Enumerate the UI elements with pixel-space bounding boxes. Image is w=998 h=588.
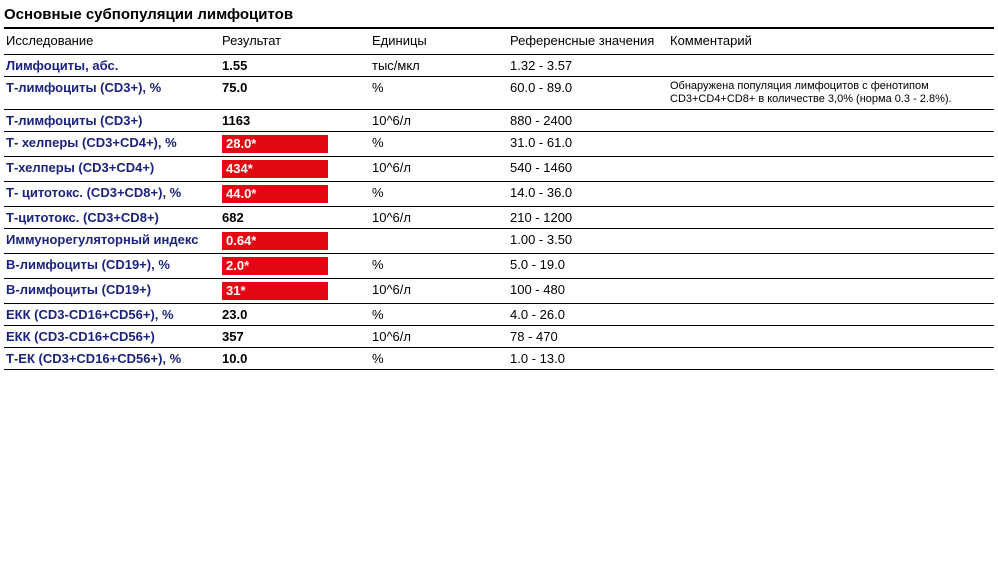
- table-row: Т- хелперы (CD3+CD4+), %28.0*%31.0 - 61.…: [4, 132, 994, 157]
- table-row: В-лимфоциты (CD19+), %2.0*%5.0 - 19.0: [4, 254, 994, 279]
- cell-units: %: [370, 304, 508, 326]
- cell-reference: 1.00 - 3.50: [508, 229, 668, 254]
- table-row: ЕКК (CD3-CD16+CD56+)35710^6/л78 - 470: [4, 326, 994, 348]
- cell-comment: [668, 279, 994, 304]
- cell-units: %: [370, 132, 508, 157]
- cell-test: Т- хелперы (CD3+CD4+), %: [4, 132, 220, 157]
- cell-comment: [668, 304, 994, 326]
- table-row: Т-хелперы (CD3+CD4+)434* 10^6/л540 - 1460: [4, 157, 994, 182]
- cell-result: 31*: [220, 279, 370, 304]
- cell-units: 10^6/л: [370, 279, 508, 304]
- cell-test: Т-хелперы (CD3+CD4+): [4, 157, 220, 182]
- cell-test: Т-лимфоциты (CD3+), %: [4, 77, 220, 110]
- cell-comment: [668, 326, 994, 348]
- table-row: Т-лимфоциты (CD3+)116310^6/л880 - 2400: [4, 110, 994, 132]
- cell-units: %: [370, 254, 508, 279]
- section-title: Основные субпопуляции лимфоцитов: [4, 4, 994, 27]
- cell-reference: 1.0 - 13.0: [508, 348, 668, 370]
- cell-result: 682: [220, 207, 370, 229]
- cell-test: ЕКК (CD3-CD16+CD56+): [4, 326, 220, 348]
- cell-comment: Обнаружена популяция лимфоцитов с феноти…: [668, 77, 994, 110]
- cell-test: В-лимфоциты (CD19+), %: [4, 254, 220, 279]
- cell-test: Т-лимфоциты (CD3+): [4, 110, 220, 132]
- cell-reference: 1.32 - 3.57: [508, 55, 668, 77]
- cell-result: 1.55: [220, 55, 370, 77]
- abnormal-flag: 44.0*: [222, 185, 328, 203]
- cell-reference: 880 - 2400: [508, 110, 668, 132]
- cell-reference: 31.0 - 61.0: [508, 132, 668, 157]
- cell-comment: [668, 55, 994, 77]
- cell-units: %: [370, 348, 508, 370]
- table-row: Т-цитотокс. (CD3+CD8+)68210^6/л210 - 120…: [4, 207, 994, 229]
- abnormal-flag: 31*: [222, 282, 328, 300]
- table-row: ЕКК (CD3-CD16+CD56+), %23.0%4.0 - 26.0: [4, 304, 994, 326]
- cell-test: Т- цитотокс. (CD3+CD8+), %: [4, 182, 220, 207]
- cell-test: Т-цитотокс. (CD3+CD8+): [4, 207, 220, 229]
- cell-test: Т-ЕК (CD3+CD16+CD56+), %: [4, 348, 220, 370]
- cell-units: %: [370, 77, 508, 110]
- table-row: Т-ЕК (CD3+CD16+CD56+), %10.0%1.0 - 13.0: [4, 348, 994, 370]
- cell-units: 10^6/л: [370, 207, 508, 229]
- col-comment: Комментарий: [668, 28, 994, 55]
- cell-units: 10^6/л: [370, 326, 508, 348]
- results-table: Исследование Результат Единицы Референсн…: [4, 27, 994, 370]
- cell-result: 28.0*: [220, 132, 370, 157]
- cell-units: 10^6/л: [370, 157, 508, 182]
- cell-test: ЕКК (CD3-CD16+CD56+), %: [4, 304, 220, 326]
- cell-result: 357: [220, 326, 370, 348]
- cell-comment: [668, 348, 994, 370]
- cell-units: %: [370, 182, 508, 207]
- col-result: Результат: [220, 28, 370, 55]
- cell-result: 0.64*: [220, 229, 370, 254]
- cell-test: Лимфоциты, абс.: [4, 55, 220, 77]
- cell-test: В-лимфоциты (CD19+): [4, 279, 220, 304]
- abnormal-flag: 0.64*: [222, 232, 328, 250]
- cell-comment: [668, 157, 994, 182]
- cell-result: 434*: [220, 157, 370, 182]
- cell-result: 1163: [220, 110, 370, 132]
- cell-reference: 14.0 - 36.0: [508, 182, 668, 207]
- cell-result: 23.0: [220, 304, 370, 326]
- cell-units: 10^6/л: [370, 110, 508, 132]
- cell-result: 2.0*: [220, 254, 370, 279]
- table-row: Т-лимфоциты (CD3+), %75.0%60.0 - 89.0Обн…: [4, 77, 994, 110]
- cell-units: [370, 229, 508, 254]
- cell-comment: [668, 254, 994, 279]
- cell-reference: 540 - 1460: [508, 157, 668, 182]
- cell-reference: 5.0 - 19.0: [508, 254, 668, 279]
- cell-reference: 78 - 470: [508, 326, 668, 348]
- abnormal-flag: 434*: [222, 160, 328, 178]
- table-row: Иммунорегуляторный индекс0.64* 1.00 - 3.5…: [4, 229, 994, 254]
- cell-comment: [668, 182, 994, 207]
- col-test: Исследование: [4, 28, 220, 55]
- cell-result: 10.0: [220, 348, 370, 370]
- cell-comment: [668, 229, 994, 254]
- table-header-row: Исследование Результат Единицы Референсн…: [4, 28, 994, 55]
- cell-reference: 4.0 - 26.0: [508, 304, 668, 326]
- cell-reference: 60.0 - 89.0: [508, 77, 668, 110]
- cell-result: 44.0*: [220, 182, 370, 207]
- cell-test: Иммунорегуляторный индекс: [4, 229, 220, 254]
- cell-units: тыс/мкл: [370, 55, 508, 77]
- table-row: Лимфоциты, абс.1.55тыс/мкл1.32 - 3.57: [4, 55, 994, 77]
- cell-reference: 210 - 1200: [508, 207, 668, 229]
- cell-result: 75.0: [220, 77, 370, 110]
- table-row: В-лимфоциты (CD19+)31* 10^6/л100 - 480: [4, 279, 994, 304]
- col-units: Единицы: [370, 28, 508, 55]
- abnormal-flag: 28.0*: [222, 135, 328, 153]
- table-row: Т- цитотокс. (CD3+CD8+), %44.0*%14.0 - 3…: [4, 182, 994, 207]
- cell-reference: 100 - 480: [508, 279, 668, 304]
- cell-comment: [668, 207, 994, 229]
- col-ref: Референсные значения: [508, 28, 668, 55]
- cell-comment: [668, 132, 994, 157]
- cell-comment: [668, 110, 994, 132]
- abnormal-flag: 2.0*: [222, 257, 328, 275]
